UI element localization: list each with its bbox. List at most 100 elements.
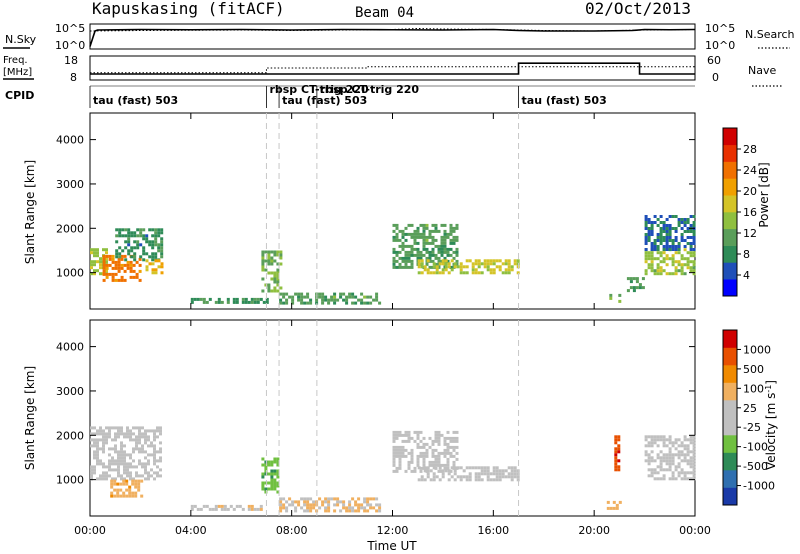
- velocity-cell: [270, 478, 274, 482]
- velocity-cbar-tick-label-1: 500: [743, 363, 764, 376]
- power-cell: [650, 257, 654, 261]
- power-cell: [102, 248, 105, 252]
- power-cell: [656, 257, 660, 261]
- power-cell: [689, 266, 693, 270]
- power-cell: [309, 301, 313, 305]
- power-cell: [276, 274, 280, 278]
- velocity-cbar-swatch-3: [723, 435, 737, 453]
- velocity-cell: [147, 471, 150, 475]
- velocity-cell: [96, 441, 99, 445]
- velocity-cell: [312, 506, 316, 510]
- velocity-cell: [108, 465, 111, 469]
- power-cell: [647, 254, 651, 258]
- velocity-cell: [432, 475, 436, 479]
- power-cell: [671, 257, 675, 261]
- power-cell: [306, 301, 310, 305]
- velocity-cell: [650, 474, 654, 478]
- power-cell: [127, 252, 131, 256]
- power-cell: [653, 242, 657, 245]
- velocity-cell: [123, 453, 126, 457]
- velocity-cell: [138, 474, 141, 478]
- power-cell: [513, 262, 517, 266]
- power-cell: [425, 235, 429, 239]
- velocity-cell: [102, 465, 105, 469]
- power-cell: [656, 233, 660, 236]
- velocity-cell: [423, 466, 427, 470]
- power-cell: [498, 268, 502, 272]
- velocity-cbar-tick-label-4: -25: [743, 421, 761, 434]
- velocity-cell: [656, 444, 660, 448]
- power-cell: [680, 257, 684, 261]
- velocity-cell: [689, 438, 693, 442]
- power-cell: [115, 228, 119, 232]
- power-ytick-label-0: 1000: [56, 267, 84, 280]
- velocity-cell: [99, 432, 102, 436]
- velocity-cell: [99, 426, 102, 430]
- power-cell: [288, 295, 292, 299]
- power-cell: [121, 249, 125, 253]
- beam-label: Beam 04: [355, 5, 414, 21]
- velocity-cell: [156, 450, 159, 454]
- velocity-cell: [294, 506, 298, 510]
- velocity-cell: [617, 435, 621, 439]
- power-cell: [273, 280, 277, 284]
- power-cell: [264, 250, 268, 254]
- velocity-cell: [114, 438, 117, 442]
- velocity-cell: [441, 475, 445, 479]
- velocity-cell: [677, 462, 681, 466]
- velocity-cell: [650, 471, 654, 475]
- power-cell: [683, 248, 687, 252]
- power-cell: [413, 229, 417, 233]
- velocity-cell: [395, 454, 399, 458]
- velocity-cell: [692, 450, 696, 454]
- velocity-cell: [345, 506, 349, 510]
- power-cell: [647, 218, 651, 221]
- velocity-cell: [510, 466, 514, 470]
- power-cell: [662, 269, 666, 273]
- power-cell: [662, 236, 666, 239]
- power-cell: [659, 272, 663, 276]
- power-cell: [262, 300, 266, 304]
- power-cell: [190, 300, 194, 304]
- velocity-cell: [288, 503, 292, 507]
- velocity-cell: [401, 439, 405, 443]
- power-cell: [689, 230, 693, 233]
- power-cell: [662, 239, 666, 242]
- power-cell: [653, 257, 657, 261]
- power-cell: [692, 233, 696, 236]
- velocity-cell: [656, 471, 660, 475]
- velocity-cell: [90, 426, 93, 430]
- power-cell: [130, 231, 134, 235]
- power-cell: [674, 266, 678, 270]
- power-cell: [434, 244, 438, 248]
- power-cell: [139, 234, 143, 238]
- power-cell: [395, 238, 399, 242]
- velocity-cell: [129, 471, 132, 475]
- power-cell: [276, 253, 280, 257]
- power-cell: [428, 253, 432, 257]
- velocity-cell: [689, 441, 693, 445]
- power-cell: [157, 234, 161, 238]
- power-cell: [199, 297, 203, 301]
- velocity-cell: [134, 482, 138, 486]
- power-cell: [453, 265, 457, 269]
- velocity-cell: [264, 460, 268, 464]
- velocity-cell: [392, 463, 396, 467]
- velocity-cell: [504, 469, 508, 473]
- power-cell: [102, 269, 106, 273]
- velocity-cell: [141, 447, 144, 451]
- power-cell: [653, 248, 657, 251]
- power-cell: [452, 241, 456, 245]
- power-cell: [226, 300, 230, 304]
- velocity-cell: [214, 504, 218, 508]
- velocity-cell: [270, 484, 274, 488]
- velocity-cell: [114, 432, 117, 436]
- velocity-cell: [129, 462, 132, 466]
- power-cell: [692, 215, 696, 218]
- power-cell: [395, 253, 399, 257]
- velocity-cell: [156, 426, 159, 430]
- velocity-cell: [159, 432, 162, 436]
- power-cell: [647, 236, 651, 239]
- velocity-cell: [510, 472, 514, 476]
- velocity-cell: [437, 430, 441, 434]
